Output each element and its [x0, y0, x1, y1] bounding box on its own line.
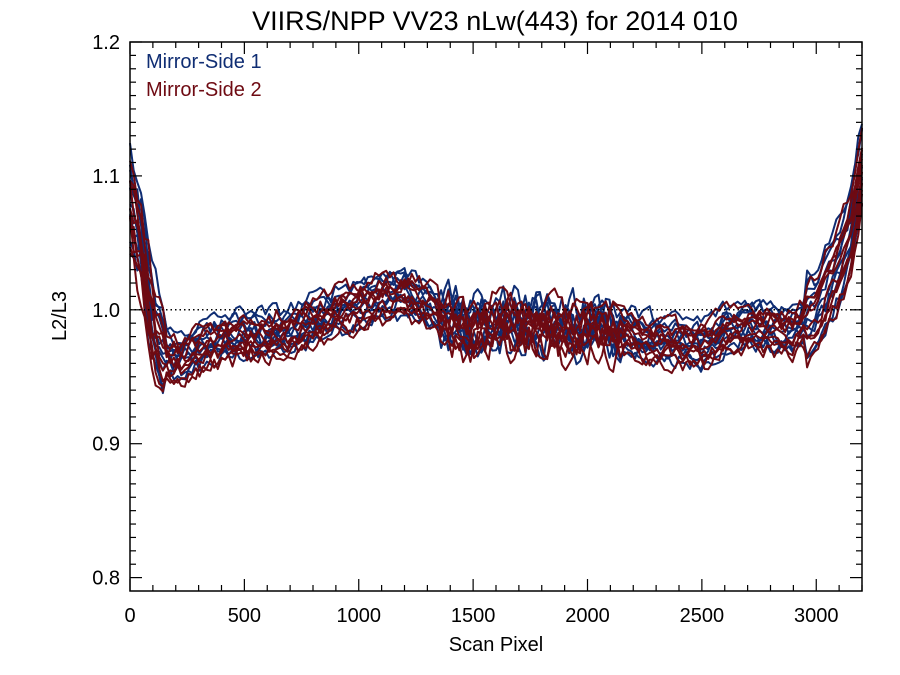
y-axis-label: L2/L3 — [49, 291, 71, 341]
series-line-2 — [129, 189, 863, 378]
x-tick-label: 2500 — [680, 605, 725, 627]
chart-title: VIIRS/NPP VV23 nLw(443) for 2014 010 — [252, 6, 738, 36]
x-tick-label: 1500 — [451, 605, 496, 627]
y-tick-label: 1.2 — [92, 32, 120, 54]
legend-entry-mirror-side-2: Mirror-Side 2 — [146, 79, 262, 101]
x-tick-label: 1000 — [337, 605, 382, 627]
x-tick-label: 0 — [124, 605, 135, 627]
y-tick-label: 0.9 — [92, 434, 120, 456]
x-tick-label: 500 — [228, 605, 261, 627]
y-tick-label: 1.1 — [92, 166, 120, 188]
x-tick-label: 3000 — [794, 605, 839, 627]
x-axis-ticks: 0 500 1000 1500 2000 2500 3000 — [124, 42, 863, 627]
x-tick-label: 2000 — [565, 605, 610, 627]
series-line-2 — [129, 127, 863, 346]
series-line-2 — [129, 158, 863, 360]
x-axis-label: Scan Pixel — [449, 634, 544, 656]
legend-entry-mirror-side-1: Mirror-Side 1 — [146, 51, 262, 73]
series-line-2 — [129, 147, 863, 355]
series-line-2 — [129, 193, 863, 388]
y-tick-label: 1.0 — [92, 300, 120, 322]
data-series-group — [129, 123, 863, 395]
legend: Mirror-Side 1 Mirror-Side 2 — [146, 51, 262, 101]
series-line-2 — [129, 182, 863, 383]
y-tick-label: 0.8 — [92, 568, 120, 590]
y-axis-ticks: 0.8 0.9 1.0 1.1 1.2 — [92, 32, 862, 590]
series-line-1 — [129, 204, 863, 388]
